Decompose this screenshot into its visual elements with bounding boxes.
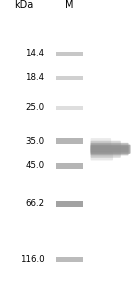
- Bar: [56, 106, 83, 110]
- FancyBboxPatch shape: [91, 138, 111, 147]
- FancyBboxPatch shape: [91, 145, 131, 154]
- Text: kDa: kDa: [14, 1, 34, 10]
- FancyBboxPatch shape: [91, 146, 129, 155]
- Bar: [56, 163, 83, 169]
- FancyBboxPatch shape: [91, 151, 113, 160]
- Bar: [56, 201, 83, 207]
- FancyBboxPatch shape: [91, 143, 129, 152]
- Bar: [56, 256, 83, 262]
- FancyBboxPatch shape: [91, 148, 121, 158]
- Text: 45.0: 45.0: [25, 161, 44, 170]
- Text: 35.0: 35.0: [25, 136, 44, 146]
- Bar: [56, 52, 83, 56]
- Text: 116.0: 116.0: [20, 255, 44, 264]
- Text: 14.4: 14.4: [25, 49, 44, 58]
- Bar: [56, 76, 83, 80]
- Bar: [56, 138, 83, 144]
- Text: M: M: [65, 1, 74, 10]
- Text: 25.0: 25.0: [25, 103, 44, 112]
- Text: 18.4: 18.4: [25, 73, 44, 82]
- FancyBboxPatch shape: [91, 141, 121, 150]
- Text: 66.2: 66.2: [25, 200, 44, 208]
